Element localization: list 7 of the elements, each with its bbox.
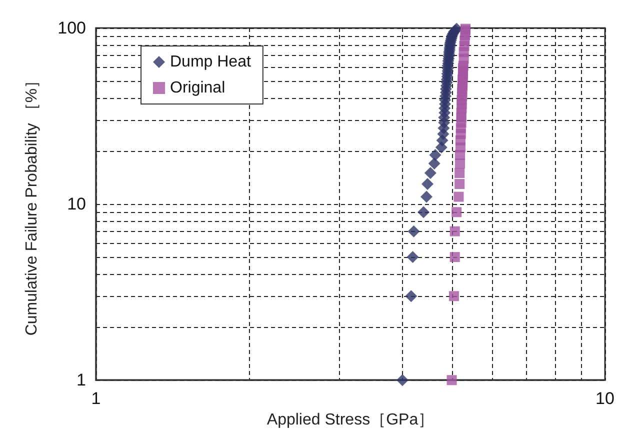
y-tick-label: 100 bbox=[58, 18, 86, 38]
y-tick-label: 10 bbox=[67, 194, 86, 214]
legend-label: Original bbox=[170, 80, 226, 96]
y-tick-label: 1 bbox=[76, 370, 86, 390]
legend-label: Dump Heat bbox=[170, 54, 252, 70]
x-axis-title: Applied Stress［GPa］ bbox=[266, 412, 434, 428]
y-axis-title: Cumulative Failure Probability ［%］ bbox=[24, 72, 40, 336]
